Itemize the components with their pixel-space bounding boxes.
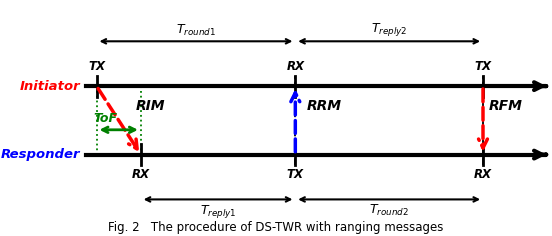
Text: RX: RX bbox=[286, 60, 304, 73]
Text: $T_{round2}$: $T_{round2}$ bbox=[369, 203, 409, 218]
Text: TX: TX bbox=[475, 60, 491, 73]
Text: RX: RX bbox=[474, 168, 492, 181]
Text: ToF: ToF bbox=[94, 112, 118, 125]
Text: $T_{reply2}$: $T_{reply2}$ bbox=[371, 21, 407, 38]
Text: RX: RX bbox=[132, 168, 150, 181]
Text: TX: TX bbox=[287, 168, 304, 181]
Text: Fig. 2   The procedure of DS-TWR with ranging messages: Fig. 2 The procedure of DS-TWR with rang… bbox=[108, 221, 444, 234]
Text: $T_{reply1}$: $T_{reply1}$ bbox=[200, 203, 236, 220]
Text: RRM: RRM bbox=[306, 99, 341, 113]
Text: Initiator: Initiator bbox=[19, 80, 80, 93]
Text: Responder: Responder bbox=[1, 148, 80, 161]
Text: RFM: RFM bbox=[489, 99, 522, 113]
Text: RIM: RIM bbox=[135, 99, 164, 113]
Text: $T_{round1}$: $T_{round1}$ bbox=[176, 23, 216, 38]
Text: TX: TX bbox=[88, 60, 105, 73]
